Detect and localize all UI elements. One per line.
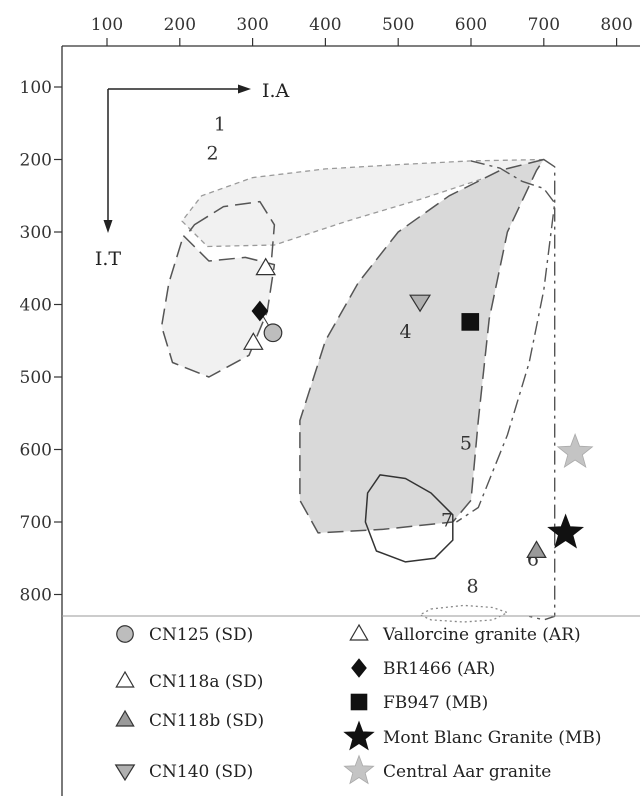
y-tick-label: 400 xyxy=(20,296,52,316)
y-tick-label: 100 xyxy=(20,78,52,98)
data-point xyxy=(547,513,584,549)
legend-label: Central Aar granite xyxy=(383,762,551,782)
region-label-8: 8 xyxy=(466,575,478,597)
data-point xyxy=(255,257,277,276)
legend-label: Mont Blanc Granite (MB) xyxy=(383,728,601,748)
legend-label: CN118b (SD) xyxy=(149,711,264,731)
data-point xyxy=(251,300,269,322)
y-tick-label: 500 xyxy=(20,368,52,388)
region-4-outline xyxy=(299,158,545,534)
x-tick-label: 800 xyxy=(600,15,632,35)
region-3-outline xyxy=(160,234,276,378)
legend: CN125 (SD) CN118a (SD) CN118b (SD) CN140 (S… xyxy=(114,623,601,785)
x-tick-label: 600 xyxy=(455,15,487,35)
data-point xyxy=(263,323,283,343)
legend-marker xyxy=(343,720,375,751)
y-tick-label: 200 xyxy=(20,151,52,171)
legend-label: BR1466 (AR) xyxy=(383,659,495,679)
ia-arrow-head xyxy=(238,84,251,94)
data-point xyxy=(526,540,547,559)
data-point xyxy=(461,313,480,331)
x-tick-label: 400 xyxy=(309,15,341,35)
data-point xyxy=(556,433,594,469)
legend-marker xyxy=(343,754,375,785)
region-1-outline xyxy=(181,158,545,248)
it-arrow-head xyxy=(103,220,113,233)
legend-label: FB947 (MB) xyxy=(383,693,488,713)
x-tick-label: 700 xyxy=(528,15,560,35)
y-tick-label: 600 xyxy=(20,441,52,461)
x-tick-label: 300 xyxy=(236,15,268,35)
legend-marker xyxy=(115,709,135,727)
region-8-outline xyxy=(419,604,509,623)
region-6-outline xyxy=(529,158,556,621)
region-7-outline xyxy=(364,474,454,563)
region-label-1: 1 xyxy=(214,114,226,136)
x-tick-label: 100 xyxy=(91,15,123,35)
data-point xyxy=(409,294,432,313)
region-label-5: 5 xyxy=(460,433,472,455)
legend-marker xyxy=(116,625,134,643)
legend-label: CN125 (SD) xyxy=(149,625,253,645)
legend-marker xyxy=(349,623,369,641)
x-tick-label: 500 xyxy=(382,15,414,35)
region-label-7: 7 xyxy=(441,509,453,531)
region-label-4: 4 xyxy=(399,321,411,343)
data-point xyxy=(243,332,264,350)
legend-label: CN118a (SD) xyxy=(149,672,263,692)
legend-marker xyxy=(350,693,368,711)
x-tick-label: 200 xyxy=(164,15,196,35)
legend-marker xyxy=(114,764,136,782)
legend-label: Vallorcine granite (AR) xyxy=(382,625,581,645)
region-label-2: 2 xyxy=(207,143,219,165)
y-tick-label: 300 xyxy=(20,223,52,243)
regions-layer xyxy=(160,158,556,623)
axis-arrows: I.A I.T xyxy=(95,80,290,270)
data-points xyxy=(243,257,594,559)
region-5-outline xyxy=(456,160,556,523)
y-tick-label: 700 xyxy=(20,513,52,533)
y-tick-label: 800 xyxy=(20,586,52,606)
legend-marker xyxy=(351,658,367,678)
x-axis-label: I.A xyxy=(262,80,290,102)
legend-marker xyxy=(115,670,135,688)
legend-label: CN140 (SD) xyxy=(149,762,253,782)
tick-layer: 100 200 300 400 500 600 700 800 100 200 300 400 500 6… xyxy=(20,15,633,606)
y-axis-label: I.T xyxy=(95,248,122,270)
